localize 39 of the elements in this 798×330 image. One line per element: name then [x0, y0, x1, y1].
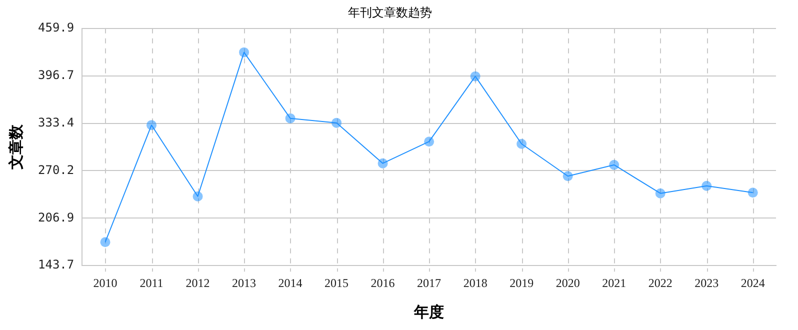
x-tick-label: 2016	[370, 276, 395, 290]
x-axis-title: 年度	[413, 302, 444, 321]
x-tick-label: 2017	[417, 276, 442, 290]
x-tick-label: 2022	[648, 276, 672, 290]
point	[192, 191, 203, 202]
y-tick-label: 270.2	[38, 162, 74, 177]
y-tick-label: 143.7	[38, 258, 74, 272]
x-tick-label: 2020	[556, 276, 580, 290]
chart-title: 年刊文章数趋势	[348, 5, 432, 20]
point	[562, 171, 573, 182]
y-tick-label: 206.9	[38, 210, 74, 224]
point	[424, 136, 434, 147]
x-tick-label: 2012	[186, 276, 210, 290]
point	[609, 160, 620, 170]
point	[655, 188, 666, 198]
x-tick-label: 2021	[602, 276, 626, 290]
x-tick-label: 2015	[324, 276, 349, 290]
y-tick-label: 396.7	[38, 68, 74, 82]
x-tick-label: 2018	[463, 276, 488, 290]
point	[470, 71, 480, 82]
x-tick-label: 2023	[694, 276, 719, 290]
x-tick-label: 2019	[510, 276, 534, 290]
point	[146, 120, 157, 130]
point	[378, 158, 388, 168]
x-tick-label: 2014	[278, 276, 302, 290]
point	[100, 237, 110, 248]
x-tick-label: 2024	[740, 276, 765, 290]
point	[239, 47, 250, 58]
point	[332, 118, 342, 128]
point	[285, 113, 296, 124]
point	[516, 138, 527, 149]
point	[702, 180, 712, 191]
x-tick-label: 2010	[93, 276, 118, 290]
y-tick-label: 333.4	[38, 115, 74, 130]
y-tick-label: 459.9	[38, 20, 74, 35]
point	[748, 188, 758, 198]
y-axis-title: 文章数	[6, 124, 25, 170]
x-tick-label: 2011	[140, 276, 164, 290]
x-tick-label: 2013	[232, 276, 256, 290]
